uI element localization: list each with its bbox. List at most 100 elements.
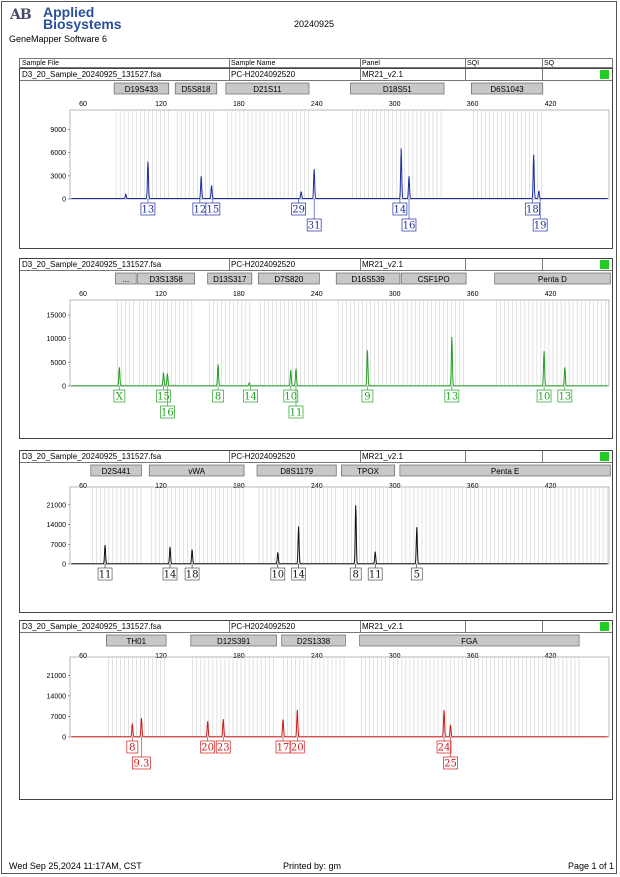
allele-call-box [160,405,175,419]
allele-call-box [392,202,408,216]
x-tick-label: 300 [389,483,401,490]
column-sample-name: Sample Name [231,60,276,67]
allele-call-label: 9.3 [133,759,149,770]
x-tick-label: 180 [233,483,245,490]
allele-call-box [215,740,231,754]
allele-call-box [156,389,171,403]
x-tick-label: 180 [233,291,245,298]
allele-call-box [436,740,452,754]
x-tick-label: 60 [79,291,87,298]
quality-flag-indicator [600,260,609,269]
allele-call-box [140,202,156,216]
panel-name: MR21_v2.1 [362,452,403,461]
x-tick-label: 60 [79,101,87,108]
y-tick-label: 0 [62,735,66,742]
locus-label: FGA [461,637,478,646]
sample-name: PC-H2024092520 [231,260,296,269]
electropherogram-panel-blue: D3_20_Sample_20240925_131527.fsa PC-H2024… [19,68,613,249]
signal-trace [71,505,608,565]
x-tick-label: 300 [389,101,401,108]
x-tick-label: 120 [155,291,167,298]
sample-info-row: D3_20_Sample_20240925_131527.fsa PC-H2024… [20,621,612,633]
electropherogram-chart: ... D3S1358 D13S317 D7S820 D16S539 CSF1PO Pent… [47,272,611,419]
column-panel: Panel [362,60,380,67]
allele-call-label: 9 [364,392,370,403]
allele-call-label: 18 [526,205,539,216]
sample-file: D3_20_Sample_20240925_131527.fsa [22,452,162,461]
allele-call-box [410,567,423,581]
locus-label: Penta D [538,275,567,284]
allele-call-box [444,389,460,403]
y-tick-label: 0 [62,562,66,569]
x-tick-label: 360 [467,653,479,660]
allele-call-label: 10 [538,392,551,403]
locus-label: D12S391 [217,637,251,646]
allele-call-label: 11 [369,570,382,581]
sample-file: D3_20_Sample_20240925_131527.fsa [22,622,162,631]
brand-line-2: Biosystems [43,16,122,32]
allele-call-box [97,567,113,581]
allele-call-label: 8 [353,570,359,581]
locus-box [106,634,167,647]
column-sample-file: Sample File [22,60,59,67]
sample-info-row: D3_20_Sample_20240925_131527.fsa PC-H2024… [20,451,612,463]
x-tick-label: 300 [389,291,401,298]
y-tick-label: 14000 [47,522,67,529]
allele-call-label: 8 [215,392,221,403]
y-tick-label: 10000 [47,336,67,343]
allele-call-box [306,218,322,232]
electropherogram-chart: D2S441 vWA D8S1179 TPOX Penta E60 120 180 240 30… [47,464,611,581]
locus-label: D3S1358 [149,275,183,284]
x-tick-label: 360 [467,483,479,490]
locus-box [399,464,611,477]
allele-call-box [349,567,362,581]
allele-call-label: 11 [290,408,303,419]
allele-call-box [291,202,306,216]
allele-call-box [401,218,417,232]
allele-call-label: X [116,392,124,403]
allele-call-label: 5 [414,570,420,581]
allele-call-box [289,740,305,754]
x-tick-label: 120 [155,653,167,660]
y-tick-label: 21000 [47,502,67,509]
plot-frame [69,656,610,738]
x-tick-label: 180 [233,653,245,660]
allele-call-label: 14 [394,205,407,216]
locus-label: D6S1043 [490,85,524,94]
locus-box [350,82,445,95]
sample-info-row: D3_20_Sample_20240925_131527.fsa PC-H2024… [20,259,612,271]
plot-frame [69,299,610,387]
x-tick-label: 240 [311,291,323,298]
y-tick-label: 9000 [50,127,66,134]
sample-name: PC-H2024092520 [231,622,296,631]
signal-trace [71,148,608,199]
locus-box [281,634,346,647]
locus-label: D5S818 [182,85,211,94]
allele-call-box [212,389,224,403]
column-sqi: SQI [467,60,480,67]
locus-box [190,634,277,647]
allele-call-label: 14 [244,392,257,403]
allele-call-label: 10 [284,392,297,403]
allele-call-label: 13 [445,392,458,403]
x-tick-label: 120 [155,483,167,490]
y-tick-label: 0 [62,384,66,391]
x-tick-label: 60 [79,483,87,490]
locus-label: D7S820 [274,275,303,284]
software-name: GeneMapper Software 6 [9,34,108,44]
x-tick-label: 420 [545,653,557,660]
allele-call-label: 15 [157,392,170,403]
locus-box [113,82,170,95]
page-number: Page 1 of 1 [568,861,615,871]
allele-call-box [443,756,458,770]
x-tick-label: 420 [545,483,557,490]
locus-label: D19S433 [125,85,159,94]
locus-box [256,464,337,477]
sample-file: D3_20_Sample_20240925_131527.fsa [22,70,162,79]
allele-call-box [132,756,151,770]
locus-box [137,272,196,285]
allele-call-box [367,567,383,581]
x-tick-label: 240 [311,101,323,108]
